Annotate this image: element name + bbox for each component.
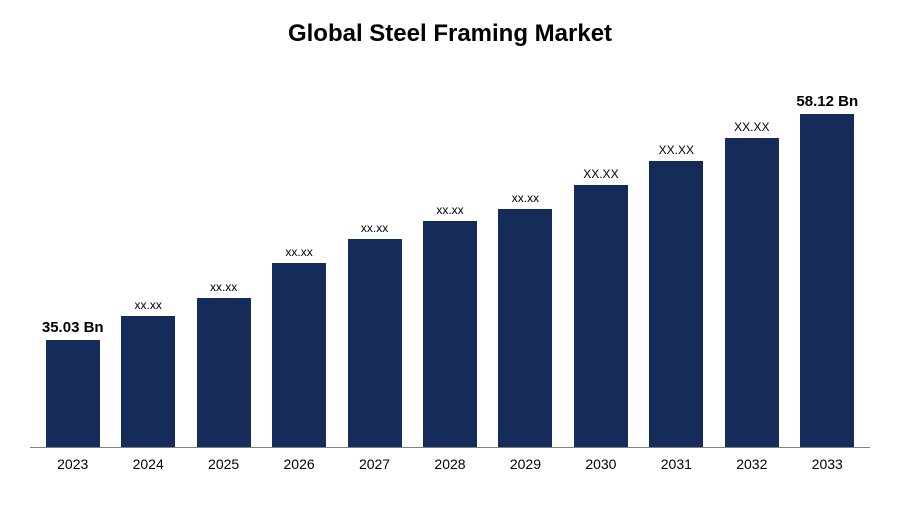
- bar-group: xx.xx: [261, 78, 336, 447]
- bar: [272, 263, 326, 448]
- bar-value-label: XX.XX: [734, 120, 769, 134]
- bar-group: xx.xx: [488, 78, 563, 447]
- chart-container: 35.03 Bn xx.xx xx.xx xx.xx xx.xx xx.xx xx.xx XX…: [30, 78, 870, 478]
- bar-group: XX.XX: [714, 78, 789, 447]
- bar-value-label: xx.xx: [210, 280, 237, 294]
- x-axis-label: 2031: [639, 456, 714, 472]
- bar: [498, 209, 552, 447]
- bar-value-label: XX.XX: [583, 167, 618, 181]
- bar-value-label: XX.XX: [659, 143, 694, 157]
- bar: [800, 114, 854, 447]
- x-axis: 2023202420252026202720282029203020312032…: [30, 448, 870, 472]
- x-axis-label: 2026: [261, 456, 336, 472]
- x-axis-label: 2025: [186, 456, 261, 472]
- bar-group: xx.xx: [337, 78, 412, 447]
- bar: [348, 239, 402, 447]
- bar-value-label: xx.xx: [436, 203, 463, 217]
- bar: [121, 316, 175, 447]
- bar-value-label: xx.xx: [361, 221, 388, 235]
- bars-wrapper: 35.03 Bn xx.xx xx.xx xx.xx xx.xx xx.xx xx.xx XX…: [30, 78, 870, 447]
- x-axis-label: 2027: [337, 456, 412, 472]
- bar-value-label: 35.03 Bn: [42, 319, 104, 336]
- bar-group: XX.XX: [563, 78, 638, 447]
- x-axis-label: 2032: [714, 456, 789, 472]
- x-axis-label: 2023: [35, 456, 110, 472]
- x-axis-label: 2033: [790, 456, 865, 472]
- bar-group: xx.xx: [110, 78, 185, 447]
- bar-value-label: xx.xx: [512, 191, 539, 205]
- bar-group: 58.12 Bn: [790, 78, 865, 447]
- chart-plot-area: 35.03 Bn xx.xx xx.xx xx.xx xx.xx xx.xx xx.xx XX…: [30, 78, 870, 448]
- bar-value-label: 58.12 Bn: [796, 93, 858, 110]
- bar-group: 35.03 Bn: [35, 78, 110, 447]
- bar-value-label: xx.xx: [135, 298, 162, 312]
- bar: [46, 340, 100, 447]
- x-axis-label: 2029: [488, 456, 563, 472]
- x-axis-label: 2030: [563, 456, 638, 472]
- bar: [574, 185, 628, 447]
- bar: [423, 221, 477, 447]
- x-axis-label: 2028: [412, 456, 487, 472]
- bar: [725, 138, 779, 447]
- chart-title: Global Steel Framing Market: [30, 20, 870, 48]
- x-axis-label: 2024: [110, 456, 185, 472]
- bar-group: xx.xx: [412, 78, 487, 447]
- bar: [649, 161, 703, 447]
- bar-group: xx.xx: [186, 78, 261, 447]
- bar: [197, 298, 251, 447]
- bar-group: XX.XX: [639, 78, 714, 447]
- bar-value-label: xx.xx: [285, 245, 312, 259]
